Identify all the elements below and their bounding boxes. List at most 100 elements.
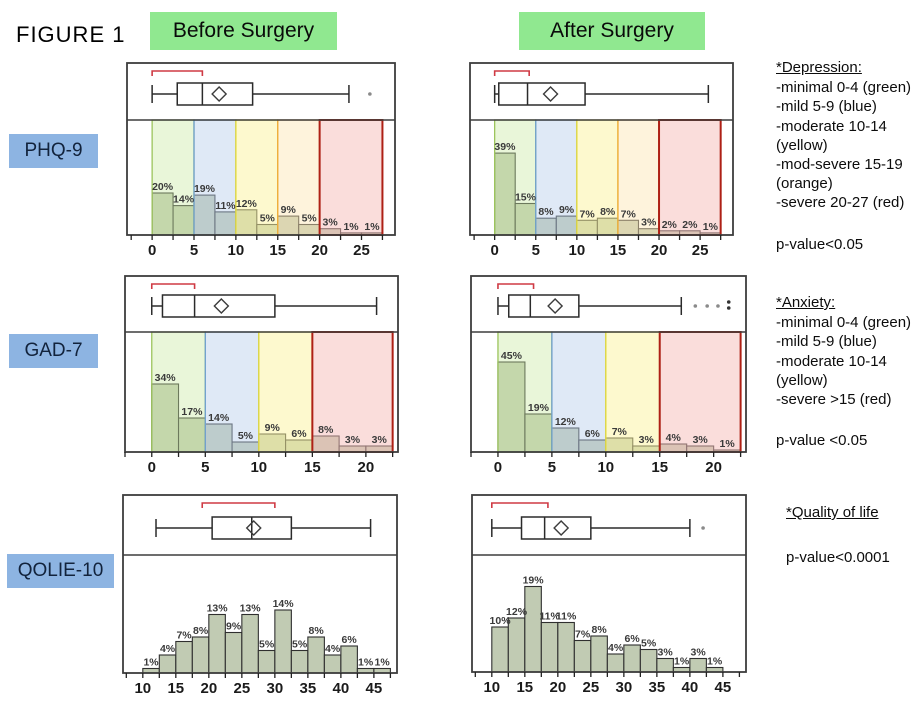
severity-zone-red — [658, 119, 722, 236]
annotation-depression-pvalue: p-value<0.05 — [776, 235, 864, 253]
bar-value-label: 12% — [555, 416, 577, 428]
boxplot-mean-diamond — [542, 86, 559, 102]
bar-value-label: 3% — [693, 434, 709, 446]
bar-value-label: 13% — [207, 603, 229, 615]
boxplot-mean-diamond — [245, 520, 262, 536]
annotation-line: -severe 20-27 (red) — [776, 194, 905, 212]
histogram-bar — [524, 413, 553, 453]
boxplot-box — [498, 82, 586, 106]
bar-value-label: 1% — [720, 438, 736, 450]
histogram-bar — [689, 657, 707, 673]
chart-gad7-after: 45% 19% 12% 6% 7% 3% 4% 3% 1% 0 5 10 15 20 — [470, 275, 747, 476]
boxplot-box — [507, 294, 580, 318]
bar-value-label: 1% — [375, 657, 391, 669]
chart-frame — [126, 62, 396, 236]
axis-tick-label: 10 — [250, 459, 267, 476]
axis-tick-label: 20 — [651, 242, 668, 259]
axis-tick-label: 10 — [569, 242, 586, 259]
boxplot-mean-diamond — [213, 298, 230, 314]
annotation-line: -severe >15 (red) — [776, 390, 892, 408]
bar-value-label: 14% — [173, 194, 195, 206]
bar-value-label: 3% — [691, 647, 707, 659]
severity-zone-red — [318, 119, 384, 236]
bar-value-label: 9% — [226, 621, 242, 633]
figure-title: FIGURE 1 — [16, 22, 126, 47]
bar-value-label: 1% — [707, 656, 723, 668]
bar-value-label: 6% — [625, 633, 641, 645]
bar-value-label: 45% — [501, 350, 523, 362]
annotation-anxiety-lines: -minimal 0-4 (green) -mild 5-9 (blue) -mod… — [776, 313, 912, 409]
histogram-bar — [639, 648, 658, 673]
significance-bracket — [150, 283, 196, 289]
annotation-depression-title: *Depression: — [776, 59, 862, 76]
annotation-anxiety-title: *Anxiety: — [776, 294, 836, 311]
significance-bracket — [497, 283, 535, 289]
boxplot-mean-diamond — [211, 86, 228, 102]
bar-value-label: 6% — [342, 634, 358, 646]
bar-value-label: 19% — [528, 402, 550, 414]
histogram-bar — [257, 649, 276, 674]
annotation-depression-lines: -minimal 0-4 (green) -mild 5-9 (blue) -mod… — [776, 78, 912, 212]
bar-value-label: 12% — [236, 198, 258, 210]
boxplot-outlier-dot — [726, 300, 731, 304]
severity-zone-blue — [193, 119, 237, 236]
bar-value-label: 3% — [639, 434, 655, 446]
bar-value-label: 5% — [302, 213, 318, 225]
axis-tick-label: 45 — [715, 679, 732, 696]
bar-value-label: 9% — [265, 422, 281, 434]
axis-tick-label: 10 — [597, 459, 614, 476]
bar-value-label: 8% — [193, 625, 209, 637]
bar-value-label: 9% — [281, 204, 297, 216]
histogram-bar — [177, 417, 206, 453]
bar-value-label: 7% — [621, 208, 637, 220]
bar-value-label: 4% — [160, 643, 176, 655]
row-label-phq9: PHQ-9 — [9, 134, 98, 168]
bar-value-label: 11% — [539, 611, 560, 623]
severity-zone-green — [494, 119, 537, 236]
annotation-quality-of-life: *Quality of life p-value<0.0001 — [786, 503, 912, 567]
row-label-gad7: GAD-7 — [9, 334, 98, 368]
annotation-anxiety: *Anxiety: -minimal 0-4 (green) -mild 5-9 … — [776, 293, 912, 450]
significance-bracket — [151, 70, 204, 76]
axis-tick-label: 40 — [333, 680, 350, 697]
axis-tick-label: 15 — [167, 680, 184, 697]
axis-tick-label: 20 — [705, 459, 722, 476]
axis-tick-label: 35 — [300, 680, 317, 697]
chart-frame — [470, 275, 747, 453]
bar-value-label: 8% — [309, 625, 325, 637]
axis-tick-label: 15 — [651, 459, 668, 476]
column-header-before-surgery: Before Surgery — [150, 12, 337, 50]
bar-value-label: 34% — [155, 372, 177, 384]
histogram-bar — [623, 644, 641, 673]
axis-tick-label: 25 — [692, 242, 709, 259]
annotation-anxiety-pvalue: p-value <0.05 — [776, 432, 868, 450]
histogram-bar — [557, 621, 575, 673]
chart-frame — [471, 494, 747, 673]
bar-value-label: 8% — [592, 624, 608, 636]
bar-value-label: 8% — [538, 206, 554, 218]
bar-value-label: 3% — [345, 434, 361, 446]
histogram-bar — [274, 609, 292, 674]
annotation-qol-pvalue: p-value<0.0001 — [786, 549, 890, 567]
boxplot-box — [176, 82, 254, 106]
annotation-line: -moderate 10-14 (yellow) — [776, 352, 887, 389]
bar-value-label: 17% — [181, 406, 203, 418]
histogram-bar — [507, 617, 526, 673]
histogram-bar — [158, 654, 177, 674]
bar-value-label: 2% — [682, 219, 698, 231]
histogram-bar — [241, 613, 259, 674]
chart-qolie-before: 1%4%7% 8%13%9%13%5%14%5%8%4%6%1% 1%10 15 20 2… — [122, 494, 398, 697]
significance-bracket — [493, 70, 530, 76]
severity-zone-red — [311, 331, 394, 453]
bar-value-label: 1% — [143, 657, 159, 669]
bar-value-label: 1% — [364, 221, 380, 233]
chart-phq9-after: 39%15%8% 9% 7% 8% 7%3% 2% 2% 1%0 5 10 15 20 25 — [469, 62, 734, 259]
axis-tick-label: 30 — [616, 679, 633, 696]
histogram-bar — [656, 657, 674, 673]
axis-tick-label: 15 — [304, 459, 321, 476]
histogram-bar — [497, 361, 526, 453]
histogram-bar — [191, 636, 210, 674]
boxplot-mean-diamond — [553, 520, 570, 536]
histogram-bar — [307, 636, 325, 674]
